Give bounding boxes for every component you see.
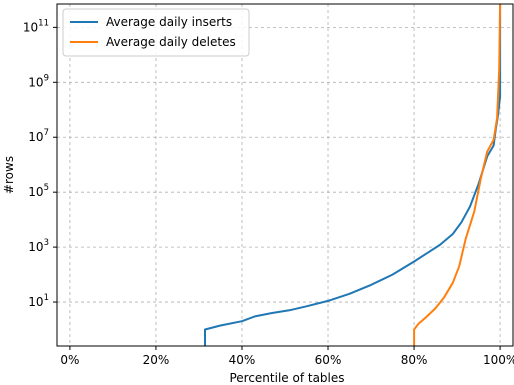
legend-label-inserts: Average daily inserts [106,15,232,29]
x-tick-label: 20% [143,353,170,367]
legend-label-deletes: Average daily deletes [106,35,236,49]
y-tick-label: 1011 [23,18,49,34]
y-tick-exponent: 11 [38,18,49,28]
y-tick-base: 10 [28,130,43,144]
x-axis-label: Percentile of tables [229,371,344,385]
plot-frame [56,3,514,347]
y-tick-exponent: 7 [44,128,49,138]
y-tick-exponent: 3 [44,238,49,248]
x-tick-label: 80% [401,353,428,367]
y-tick-base: 10 [28,75,43,89]
y-tick-exponent: 9 [44,73,49,83]
x-tick-label: 40% [229,353,256,367]
x-tick-label: 60% [315,353,342,367]
y-tick-base: 10 [23,20,38,34]
legend: Average daily inserts Average daily dele… [62,8,250,57]
y-tick-exponent: 5 [44,183,49,193]
y-tick-label: 107 [28,128,49,144]
series-line-deletes [413,4,502,346]
series-layer [204,4,502,346]
y-tick-exponent: 1 [44,293,49,303]
y-axis-label: #rows [2,156,16,194]
legend-box [62,8,250,57]
y-tick-label: 101 [28,293,49,309]
y-tick-label: 109 [28,73,49,89]
y-tick-label: 103 [28,238,49,254]
series-line-inserts [204,4,502,346]
y-tick-base: 10 [28,185,43,199]
y-tick-label: 105 [28,183,49,199]
x-tick-label: 100% [483,353,514,367]
y-tick-base: 10 [28,295,43,309]
y-tick-base: 10 [28,240,43,254]
x-tick-label: 0% [60,353,79,367]
